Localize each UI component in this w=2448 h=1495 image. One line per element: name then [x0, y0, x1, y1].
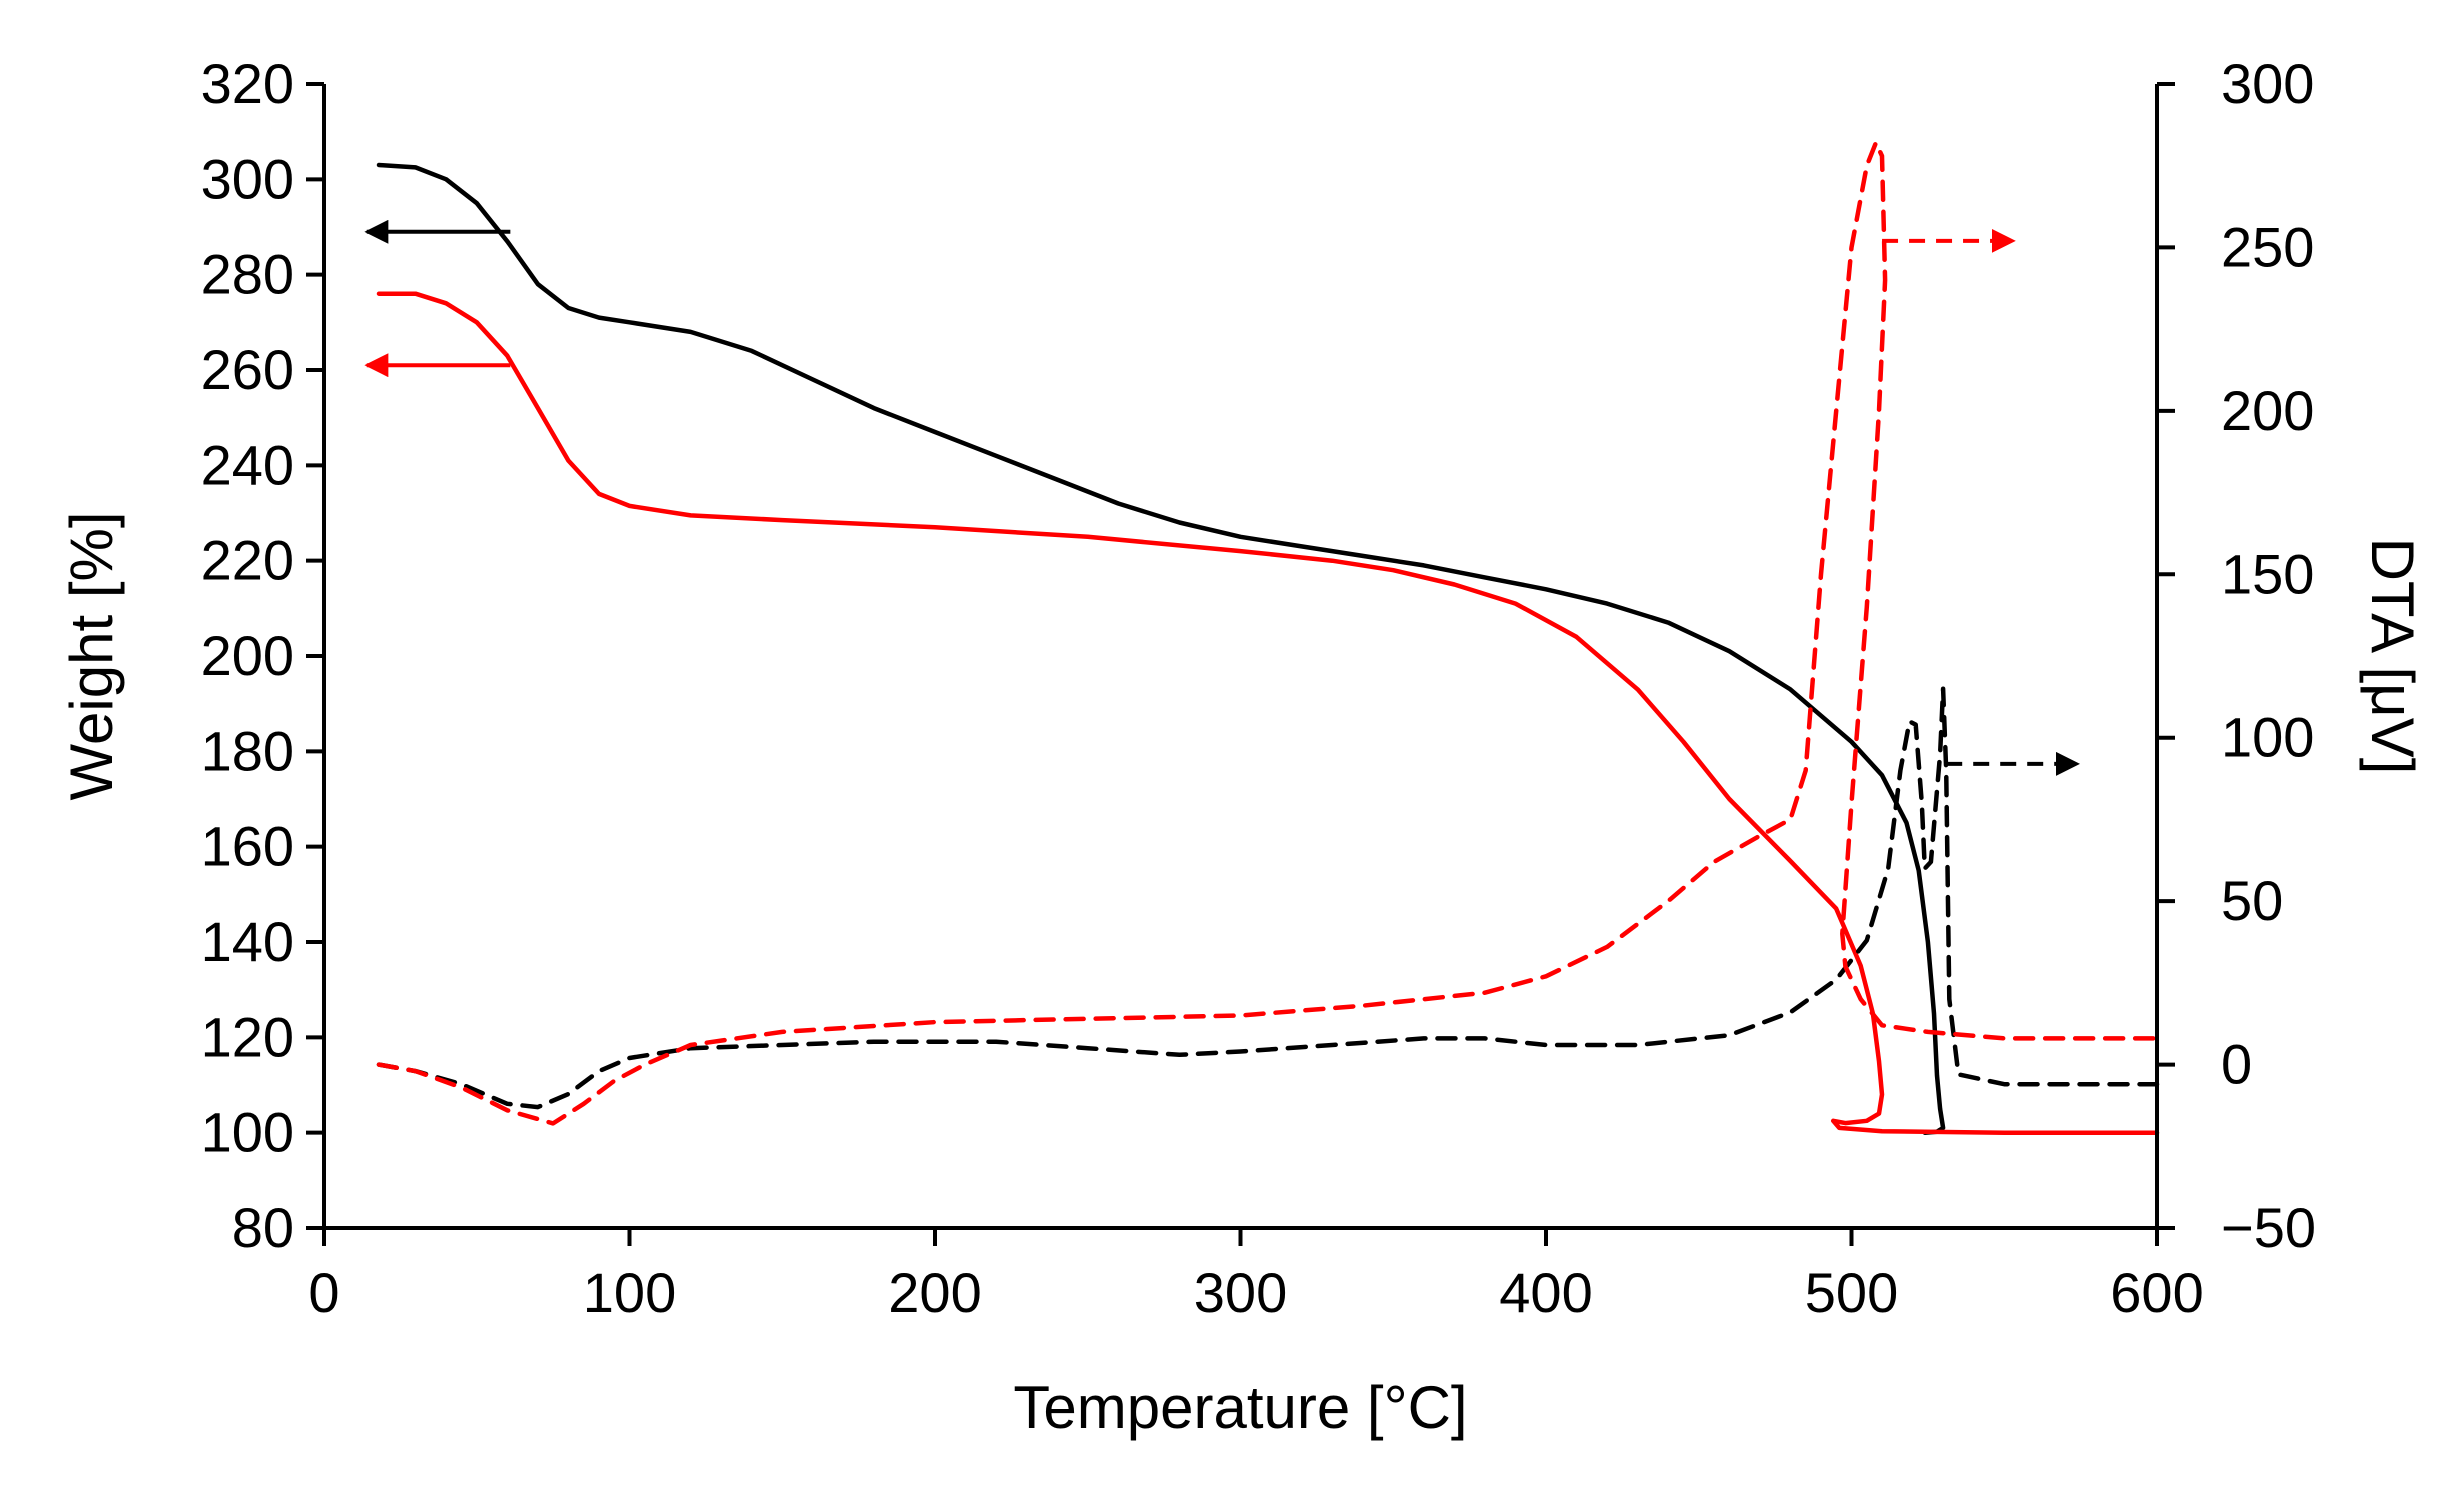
x-tick-label: 0: [308, 1261, 339, 1324]
y-tick-label: 240: [201, 433, 294, 496]
x-tick-label: 200: [888, 1261, 981, 1324]
x-axis-title: Temperature [°C]: [1013, 1374, 1467, 1441]
y-tick-label: 100: [201, 1101, 294, 1164]
y-tick-label: 80: [232, 1196, 294, 1259]
y2-tick-label: 150: [2221, 542, 2314, 605]
y-tick-label: 220: [201, 529, 294, 592]
y2-tick-label: 200: [2221, 379, 2314, 442]
y2-axis-title: DTA [μV]: [2359, 538, 2426, 775]
y-tick-label: 260: [201, 338, 294, 401]
y-axis-title: Weight [%]: [58, 511, 125, 800]
y-tick-label: 320: [201, 52, 294, 115]
y-tick-label: 300: [201, 147, 294, 210]
y-tick-label: 120: [201, 1005, 294, 1068]
y2-tick-label: 50: [2221, 869, 2283, 932]
x-tick-label: 300: [1194, 1261, 1287, 1324]
series-line-3: [376, 686, 2160, 1110]
annotation-layer: [364, 219, 2080, 776]
x-tick-label: 500: [1805, 1261, 1898, 1324]
series-layer: [376, 140, 2160, 1135]
y2-tick-label: 300: [2221, 52, 2314, 115]
y-tick-label: 140: [201, 910, 294, 973]
y-tick-label: 200: [201, 624, 294, 687]
x-tick-label: 100: [583, 1261, 676, 1324]
y-tick-label: 280: [201, 243, 294, 306]
series-line-4: [376, 140, 2160, 1126]
y2-tick-label: 250: [2221, 215, 2314, 278]
x-tick-label: 400: [1499, 1261, 1592, 1324]
y-tick-label: 180: [201, 719, 294, 782]
y-tick-label: 160: [201, 815, 294, 878]
series-line-1: [376, 162, 1946, 1135]
series-line-2: [376, 291, 2160, 1135]
y2-tick-label: 0: [2221, 1033, 2252, 1096]
y2-tick-label: 100: [2221, 706, 2314, 769]
x-tick-label: 600: [2110, 1261, 2203, 1324]
y2-tick-label: −50: [2221, 1196, 2316, 1259]
axes-layer: 80 100 120 140 160 180 200 220 240 260 280 300 320 −5…: [201, 52, 2316, 1324]
